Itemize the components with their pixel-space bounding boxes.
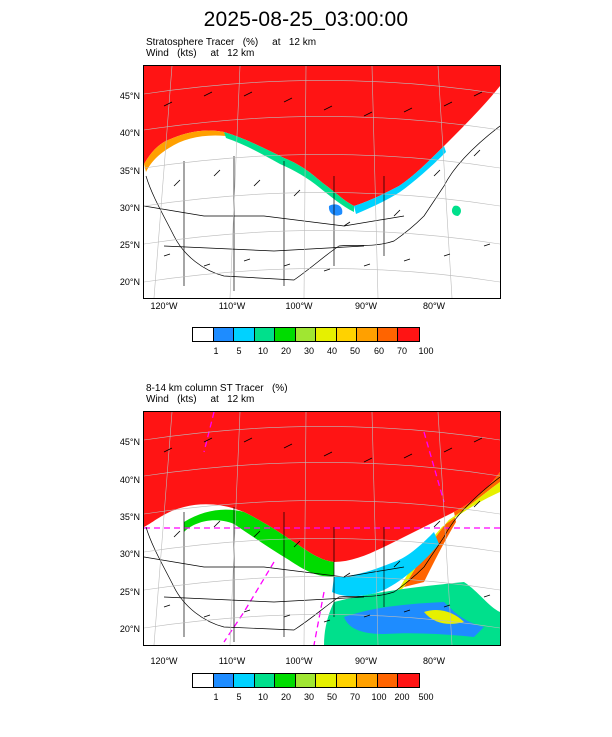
bottom-tracer-band-yellow: [394, 482, 500, 597]
bottom-colorbar-swatch: [193, 674, 214, 687]
top-tracer-blob-2: [451, 205, 461, 216]
bottom-colorbar: [192, 673, 420, 688]
bottom-colorbar-label: 20: [280, 692, 291, 702]
bottom-tracer-field: [144, 412, 500, 562]
top-colorbar-label: 60: [373, 346, 384, 356]
top-colorbar-swatch: [234, 328, 255, 341]
bottom-tracer-band-orange: [404, 472, 500, 587]
bottom-colorbar-swatch: [275, 674, 296, 687]
bottom-tracer-band-green: [184, 509, 334, 577]
bottom-tracer-band-cyan: [332, 532, 439, 597]
bottom-lat-label: 30°N: [119, 549, 140, 559]
top-lon-label: 110°W: [218, 301, 246, 311]
bottom-lon-label: 120°W: [150, 656, 178, 666]
top-lat-label: 25°N: [119, 240, 140, 250]
bottom-tracer-south-yellow: [424, 610, 464, 624]
bottom-colorbar-swatch: [316, 674, 337, 687]
top-panel-subtitle-2: Wind (kts) at 12 km: [146, 48, 255, 59]
bottom-lon-label: 90°W: [354, 656, 378, 666]
bottom-colorbar-label: 5: [236, 692, 242, 702]
top-lat-label: 30°N: [119, 203, 140, 213]
bottom-lat-label: 35°N: [119, 512, 140, 522]
top-lon-label: 100°W: [285, 301, 313, 311]
bottom-colorbar-swatch: [254, 674, 275, 687]
bottom-colorbar-label: 100: [371, 692, 387, 702]
bottom-colorbar-swatch: [234, 674, 255, 687]
top-colorbar-swatch: [193, 328, 214, 341]
top-colorbar-swatch: [316, 328, 337, 341]
top-lon-label: 80°W: [422, 301, 446, 311]
top-tracer-blob-1: [328, 204, 343, 216]
bottom-lat-label: 20°N: [119, 624, 140, 634]
bottom-map-graphic: [144, 412, 500, 645]
top-lat-label: 35°N: [119, 166, 140, 176]
top-panel-subtitle-1: Stratosphere Tracer (%) at 12 km: [146, 37, 317, 48]
top-colorbar-label: 1: [213, 346, 219, 356]
top-colorbar-label: 50: [349, 346, 360, 356]
bottom-colorbar-swatch: [336, 674, 357, 687]
bottom-colorbar-swatch: [377, 674, 398, 687]
top-tracer-edge-cyan: [354, 146, 446, 214]
top-tracer-edge-orange: [144, 130, 226, 172]
top-colorbar-swatch: [275, 328, 296, 341]
bottom-colorbar-swatch: [398, 674, 419, 687]
top-lat-label: 45°N: [119, 91, 140, 101]
top-colorbar-swatch: [377, 328, 398, 341]
bottom-colorbar-swatch: [213, 674, 234, 687]
bottom-tracer-south-blue: [344, 602, 484, 637]
top-lat-label: 40°N: [119, 128, 140, 138]
top-colorbar-label: 5: [236, 346, 242, 356]
top-colorbar-label: 100: [418, 346, 434, 356]
bottom-wind-barbs: [163, 437, 491, 623]
top-colorbar-label: 30: [303, 346, 314, 356]
bottom-colorbar-swatch: [295, 674, 316, 687]
bottom-colorbar-label: 70: [349, 692, 360, 702]
top-colorbar-swatch: [295, 328, 316, 341]
bottom-colorbar-label: 50: [326, 692, 337, 702]
top-lon-label: 90°W: [354, 301, 378, 311]
top-colorbar-swatch: [336, 328, 357, 341]
bottom-panel-subtitle-1: 8-14 km column ST Tracer (%): [146, 383, 288, 394]
top-map-panel: [143, 65, 501, 299]
bottom-lon-label: 80°W: [422, 656, 446, 666]
bottom-map-panel: [143, 411, 501, 646]
top-colorbar: [192, 327, 420, 342]
top-lon-label: 120°W: [150, 301, 178, 311]
bottom-lon-label: 100°W: [285, 656, 313, 666]
top-colorbar-label: 20: [280, 346, 291, 356]
top-tracer-field: [144, 66, 500, 206]
top-colorbar-label: 40: [326, 346, 337, 356]
top-colorbar-label: 10: [257, 346, 268, 356]
bottom-colorbar-label: 500: [418, 692, 434, 702]
bottom-colorbar-label: 30: [303, 692, 314, 702]
bottom-colorbar-label: 10: [257, 692, 268, 702]
bottom-colorbar-label: 1: [213, 692, 219, 702]
bottom-colorbar-label: 200: [394, 692, 410, 702]
bottom-panel-subtitle-2: Wind (kts) at 12 km: [146, 394, 255, 405]
top-wind-barbs: [163, 91, 491, 272]
bottom-boundaries: [144, 476, 500, 642]
figure-title: 2025-08-25_03:00:00: [203, 8, 409, 31]
bottom-lat-label: 25°N: [119, 587, 140, 597]
top-graticule: [144, 66, 500, 298]
top-colorbar-swatch: [398, 328, 419, 341]
bottom-lat-label: 40°N: [119, 475, 140, 485]
top-map-graphic: [144, 66, 500, 298]
top-colorbar-swatch: [254, 328, 275, 341]
top-colorbar-swatch: [213, 328, 234, 341]
bottom-lon-label: 110°W: [218, 656, 246, 666]
top-lat-label: 20°N: [119, 277, 140, 287]
top-boundaries: [144, 125, 500, 291]
top-colorbar-swatch: [357, 328, 378, 341]
bottom-lat-label: 45°N: [119, 437, 140, 447]
top-colorbar-label: 70: [396, 346, 407, 356]
bottom-graticule: [144, 412, 500, 645]
bottom-colorbar-swatch: [357, 674, 378, 687]
